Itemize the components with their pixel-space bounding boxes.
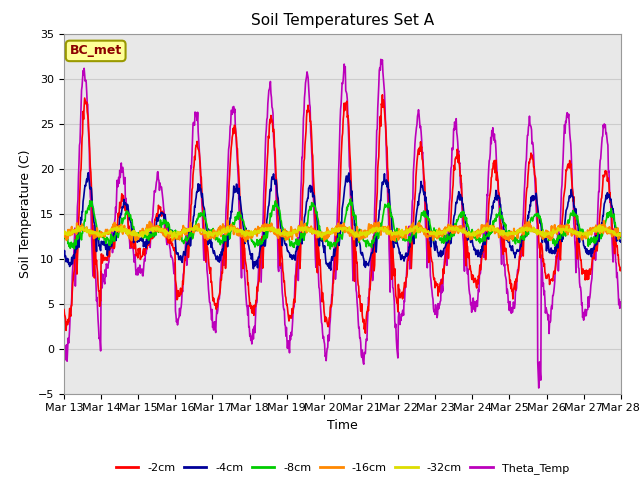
-32cm: [133, 230, 141, 236]
X-axis label: Time: Time: [327, 419, 358, 432]
Line: -2cm: -2cm: [64, 95, 621, 333]
-16cm: [60, 232, 68, 238]
-4cm: [464, 237, 472, 243]
-4cm: [133, 240, 141, 245]
-32cm: [168, 235, 176, 241]
Theta_Temp: [60, 349, 68, 355]
-8cm: [133, 233, 141, 239]
-2cm: [348, 187, 355, 192]
-8cm: [582, 236, 589, 241]
Title: Soil Temperatures Set A: Soil Temperatures Set A: [251, 13, 434, 28]
Theta_Temp: [463, 267, 471, 273]
-32cm: [595, 223, 602, 228]
-2cm: [582, 275, 589, 281]
-32cm: [60, 231, 68, 237]
Line: -16cm: -16cm: [64, 221, 621, 241]
-2cm: [208, 279, 216, 285]
Theta_Temp: [348, 225, 355, 230]
-32cm: [581, 229, 589, 235]
-8cm: [326, 246, 334, 252]
-4cm: [268, 178, 275, 184]
-8cm: [349, 204, 356, 210]
-16cm: [349, 233, 356, 239]
Line: -4cm: -4cm: [64, 173, 621, 270]
-2cm: [378, 92, 386, 98]
-32cm: [617, 230, 625, 236]
-32cm: [348, 228, 356, 233]
Theta_Temp: [267, 90, 275, 96]
Theta_Temp: [133, 270, 141, 276]
-8cm: [464, 221, 472, 227]
-2cm: [617, 266, 625, 272]
Theta_Temp: [617, 299, 625, 305]
-2cm: [133, 251, 141, 256]
-8cm: [346, 196, 354, 202]
-16cm: [617, 230, 625, 236]
-16cm: [133, 232, 141, 238]
-16cm: [582, 236, 589, 241]
-4cm: [349, 200, 356, 206]
-8cm: [208, 228, 216, 234]
-4cm: [84, 170, 92, 176]
-2cm: [60, 307, 68, 312]
-2cm: [464, 243, 472, 249]
Line: -32cm: -32cm: [64, 226, 621, 238]
-16cm: [208, 232, 216, 238]
-8cm: [267, 214, 275, 220]
-16cm: [242, 239, 250, 244]
-4cm: [208, 244, 216, 250]
-16cm: [268, 228, 276, 234]
Line: Theta_Temp: Theta_Temp: [64, 60, 621, 388]
Theta_Temp: [377, 57, 385, 62]
Line: -8cm: -8cm: [64, 199, 621, 249]
-8cm: [617, 231, 625, 237]
-32cm: [268, 227, 275, 233]
-32cm: [463, 231, 471, 237]
-4cm: [60, 251, 68, 257]
Y-axis label: Soil Temperature (C): Soil Temperature (C): [19, 149, 33, 278]
Legend: -2cm, -4cm, -8cm, -16cm, -32cm, Theta_Temp: -2cm, -4cm, -8cm, -16cm, -32cm, Theta_Te…: [111, 458, 573, 478]
-8cm: [60, 229, 68, 235]
Theta_Temp: [535, 385, 543, 391]
-16cm: [224, 218, 232, 224]
-4cm: [582, 248, 589, 254]
-4cm: [617, 239, 625, 245]
-4cm: [327, 267, 335, 273]
-32cm: [208, 231, 216, 237]
Text: BC_met: BC_met: [70, 44, 122, 58]
Theta_Temp: [582, 307, 589, 313]
-2cm: [362, 330, 369, 336]
Theta_Temp: [208, 317, 216, 323]
-16cm: [464, 234, 472, 240]
-2cm: [267, 113, 275, 119]
